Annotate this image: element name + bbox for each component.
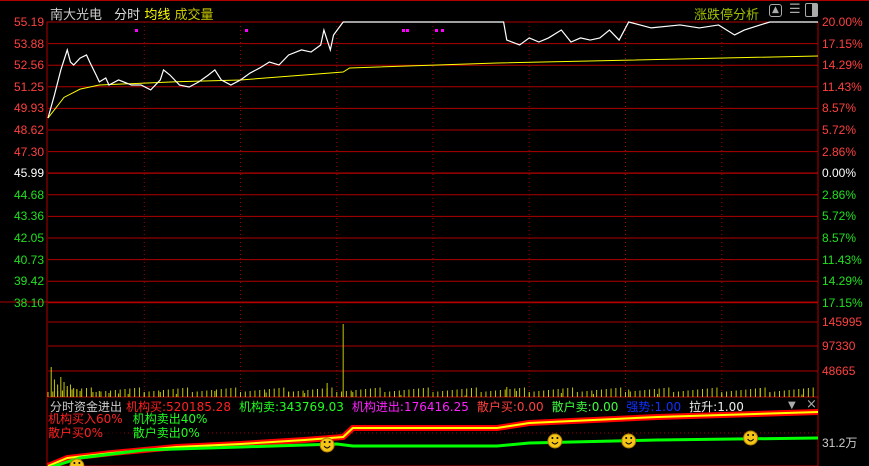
signal-marker — [245, 29, 248, 32]
price-tick: 48.62 — [13, 123, 44, 137]
smiley-eye — [752, 434, 755, 436]
tab-volume[interactable]: 成交量 — [174, 8, 214, 23]
smiley-eye — [625, 437, 628, 439]
price-tick: 52.56 — [13, 58, 44, 73]
volume-tick: 97330 — [822, 339, 856, 353]
smiley-eye — [78, 462, 81, 464]
rise-value: 1.00 — [717, 400, 744, 414]
signal-marker — [441, 29, 444, 32]
inst-sell-label: 机构卖: — [238, 400, 280, 414]
header-tabs: 南大光电 分时 均线 成交量 — [50, 4, 213, 23]
tab-fenshi[interactable]: 分时 — [114, 8, 141, 23]
indicator-overlay-legend: 机构买入60% 机构卖出40% 散户买0% 散户卖出0% — [48, 412, 208, 440]
retail-buy-value: 0.00 — [516, 400, 544, 414]
avg-price-line — [47, 55, 819, 119]
strength-value: 1.00 — [654, 400, 682, 414]
dropdown-icon[interactable]: ▼ — [788, 400, 796, 411]
price-tick: 40.73 — [13, 252, 44, 267]
pct-tick: 14.29% — [822, 58, 863, 73]
price-tick: 47.30 — [13, 144, 44, 159]
retail-line — [49, 436, 819, 466]
smiley-mouth — [625, 441, 633, 445]
overlay-inst-sell: 机构卖出40% — [132, 412, 208, 426]
upload-icon[interactable]: ▲ — [769, 4, 782, 17]
tab-avg-line[interactable]: 均线 — [144, 8, 171, 23]
rise-label: 拉升: — [689, 400, 718, 414]
volume-tick: 145995 — [822, 315, 863, 329]
price-tick: 42.05 — [13, 231, 44, 245]
inst-buy-value: 520185.28 — [166, 400, 231, 414]
smiley-icon — [319, 437, 335, 453]
pct-tick: 2.86% — [822, 144, 857, 159]
smiley-mouth — [747, 438, 755, 442]
smiley-icon — [547, 433, 563, 449]
pct-tick: 8.57% — [822, 101, 857, 116]
smiley-eye — [630, 437, 633, 439]
price-tick: 51.25 — [13, 79, 44, 94]
stock-name: 南大光电 — [50, 8, 103, 23]
price-tick: 38.10 — [13, 295, 44, 310]
signal-marker — [135, 29, 138, 32]
indicator-title[interactable]: 分时资金进出 — [50, 400, 123, 414]
smiley-eye — [323, 441, 326, 443]
smiley-icon — [621, 433, 637, 449]
signal-marker — [435, 29, 438, 32]
retail-buy-label: 散户买: — [476, 400, 517, 414]
overlay-retail-sell: 散户卖出0% — [132, 427, 208, 440]
price-tick: 45.99 — [13, 166, 44, 181]
pct-tick: 17.15% — [822, 295, 863, 310]
menu-icon[interactable]: ☰ — [789, 2, 801, 17]
pct-tick: 0.00% — [822, 166, 857, 181]
signal-marker — [406, 29, 409, 32]
panel-toggle-icon[interactable] — [805, 3, 818, 17]
inst-buy-label: 机构买: — [126, 400, 167, 414]
inst-sell-value: 343769.03 — [279, 400, 344, 414]
pct-tick: 17.15% — [822, 36, 863, 51]
pct-tick: 2.86% — [822, 187, 857, 202]
price-line — [47, 21, 818, 119]
inst-net-value: 176416.25 — [403, 400, 469, 414]
smiley-eye — [747, 434, 750, 436]
smiley-mouth — [551, 441, 559, 445]
smiley-eye — [328, 441, 331, 443]
smiley-icon — [743, 430, 759, 446]
smiley-eye — [73, 462, 76, 464]
pct-tick: 20.00% — [822, 15, 863, 29]
price-tick: 55.19 — [13, 15, 44, 29]
pct-tick: 5.72% — [822, 209, 857, 224]
overlay-inst-buy: 机构买入60% — [48, 412, 123, 426]
price-tick: 53.88 — [13, 36, 44, 51]
price-tick: 44.68 — [13, 187, 44, 202]
pct-tick: 11.43% — [822, 79, 862, 94]
smiley-icon — [69, 458, 85, 466]
pct-tick: 14.29% — [822, 274, 863, 289]
indicator-header: 分时资金进出 机构买:520185.28 机构卖:343769.03 机构进出:176… — [50, 398, 752, 415]
pct-tick: 5.72% — [822, 123, 857, 137]
retail-sell-label: 散户卖: — [551, 400, 592, 414]
smiley-mouth — [323, 445, 331, 449]
strength-label: 强势: — [626, 400, 655, 414]
pct-tick: 11.43% — [822, 252, 862, 267]
price-tick: 39.42 — [13, 274, 44, 289]
retail-sell-value: 0.00 — [591, 400, 619, 414]
smiley-eye — [556, 437, 559, 439]
pct-tick: 8.57% — [822, 231, 857, 245]
signal-marker — [402, 29, 405, 32]
price-tick: 43.36 — [13, 209, 44, 224]
price-tick: 49.93 — [13, 101, 44, 116]
overlay-retail-buy: 散户买0% — [48, 427, 123, 440]
limit-analysis-button[interactable]: 涨跌停分析 — [694, 8, 760, 23]
volume-tick: 48665 — [822, 364, 856, 378]
inst-net-label: 机构进出: — [351, 400, 404, 414]
indicator-axis-value: 31.2万 — [822, 436, 858, 450]
close-icon[interactable]: × — [806, 397, 817, 412]
smiley-eye — [551, 437, 554, 439]
